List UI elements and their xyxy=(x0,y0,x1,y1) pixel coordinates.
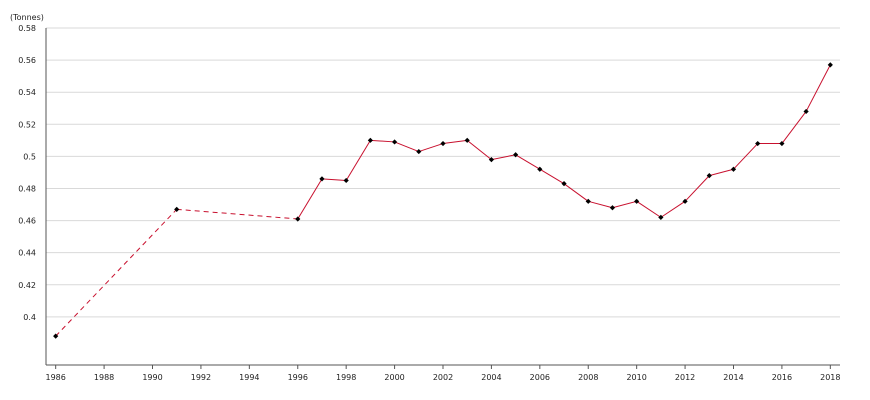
x-tick-label: 2002 xyxy=(433,373,453,382)
x-tick-label: 2004 xyxy=(481,373,501,382)
data-point xyxy=(779,140,785,147)
x-tick-label: 2016 xyxy=(772,373,792,382)
series-line-segment xyxy=(781,111,807,144)
series-line-segment xyxy=(297,178,323,220)
x-tick-label: 2012 xyxy=(675,373,695,382)
x-tick-label: 2014 xyxy=(723,373,743,382)
series-line-segment xyxy=(805,64,831,112)
series-line-segment xyxy=(321,178,347,181)
x-tick-label: 1990 xyxy=(142,373,162,382)
data-point xyxy=(416,148,422,155)
series-line-segment xyxy=(370,139,395,143)
data-point xyxy=(585,198,591,204)
series-line-segment xyxy=(491,154,516,161)
data-point xyxy=(561,181,567,187)
data-point xyxy=(391,139,398,145)
series-gap-segment xyxy=(176,208,298,220)
y-tick-label: 0.5 xyxy=(23,152,36,161)
data-point xyxy=(440,140,446,147)
series-gap-segment xyxy=(55,208,178,337)
x-tick-label: 2018 xyxy=(820,373,840,382)
data-point xyxy=(488,156,495,163)
x-tick-label: 1998 xyxy=(336,373,356,382)
x-axis: 1986 1988 1990 1992 1994 1996 1998 2000 2002 2004… xyxy=(46,364,840,382)
series-line-segment xyxy=(636,200,662,218)
y-tick-label: 0.58 xyxy=(18,24,36,33)
series-line-segment xyxy=(563,183,589,202)
data-point xyxy=(464,137,470,143)
data-point xyxy=(730,166,737,172)
x-tick-label: 1996 xyxy=(288,373,308,382)
x-tick-label: 2010 xyxy=(626,373,646,382)
y-tick-label: 0.44 xyxy=(18,249,36,258)
data-point xyxy=(537,166,543,172)
data-point xyxy=(755,140,761,147)
y-tick-label: 0.54 xyxy=(18,88,36,97)
y-tick-label: 0.42 xyxy=(18,281,36,290)
series-line-segment xyxy=(394,141,419,153)
y-tick-label: 0.52 xyxy=(18,120,36,129)
data-point xyxy=(634,198,640,204)
data-point xyxy=(319,176,325,182)
series-line-segment xyxy=(733,143,759,170)
series-line-segment xyxy=(515,154,541,170)
x-tick-label: 1988 xyxy=(94,373,114,382)
x-tick-label: 2006 xyxy=(530,373,550,382)
series-line-segment xyxy=(709,168,734,177)
x-tick-label: 2000 xyxy=(384,373,404,382)
y-tick-label: 0.56 xyxy=(18,56,36,65)
series-line-segment xyxy=(345,140,371,181)
y-tick-label: 0.4 xyxy=(23,313,36,322)
data-point xyxy=(658,214,664,220)
series-line-segment xyxy=(660,200,686,218)
data-point xyxy=(609,205,616,211)
data-point xyxy=(295,216,301,222)
data-point xyxy=(706,173,712,179)
data-series xyxy=(53,62,833,339)
x-tick-label: 1992 xyxy=(191,373,211,382)
series-line-segment xyxy=(442,139,468,145)
data-point xyxy=(827,62,833,68)
series-line-segment xyxy=(684,175,710,202)
data-point xyxy=(513,152,519,158)
data-point xyxy=(803,108,809,115)
data-point xyxy=(343,177,349,184)
y-axis-unit-label: (Tonnes) xyxy=(10,13,44,22)
series-line-segment xyxy=(418,143,444,153)
data-point xyxy=(367,137,373,143)
y-tick-label: 0.48 xyxy=(18,184,36,193)
y-tick-label: 0.46 xyxy=(18,217,36,226)
data-point xyxy=(53,333,59,339)
data-point xyxy=(682,198,688,204)
x-tick-label: 1994 xyxy=(239,373,259,382)
series-line-segment xyxy=(539,168,565,185)
data-point xyxy=(174,206,180,212)
y-axis: 0.4 0.42 0.44 0.46 0.48 0.5 0.52 0.54 0.56 0.58 xyxy=(18,24,47,365)
x-tick-label: 2008 xyxy=(578,373,598,382)
series-line-segment xyxy=(612,200,637,209)
series-line-segment xyxy=(466,139,492,160)
gridlines xyxy=(46,27,840,318)
x-tick-label: 1986 xyxy=(46,373,66,382)
series-line-segment xyxy=(588,200,613,209)
